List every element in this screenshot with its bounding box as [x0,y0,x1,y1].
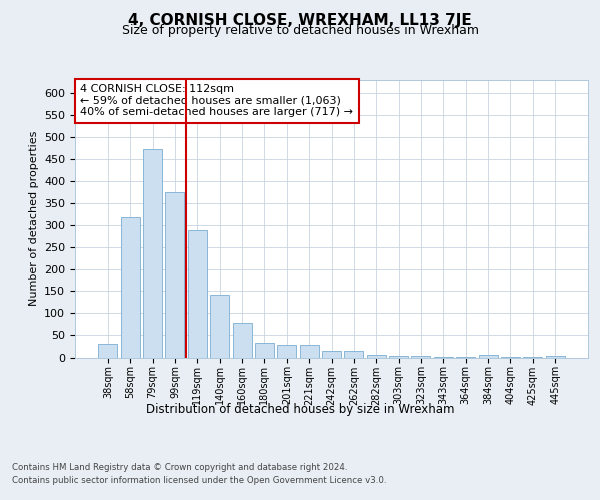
Bar [434,356,453,358]
Bar [210,294,229,358]
Bar [233,323,251,358]
Bar [188,230,207,358]
Bar [389,356,408,358]
Bar [98,344,118,358]
Text: Distribution of detached houses by size in Wrexham: Distribution of detached houses by size … [146,402,454,415]
Text: Contains public sector information licensed under the Open Government Licence v3: Contains public sector information licen… [12,476,386,485]
Text: Contains HM Land Registry data © Crown copyright and database right 2024.: Contains HM Land Registry data © Crown c… [12,462,347,471]
Bar [479,356,497,358]
Bar [255,343,274,357]
Y-axis label: Number of detached properties: Number of detached properties [29,131,38,306]
Bar [367,355,386,358]
Bar [277,344,296,358]
Bar [322,351,341,358]
Text: 4 CORNISH CLOSE: 112sqm
← 59% of detached houses are smaller (1,063)
40% of semi: 4 CORNISH CLOSE: 112sqm ← 59% of detache… [80,84,353,117]
Bar [412,356,430,358]
Bar [545,356,565,358]
Bar [166,192,184,358]
Bar [121,216,140,358]
Bar [456,356,475,358]
Bar [299,345,319,358]
Text: 4, CORNISH CLOSE, WREXHAM, LL13 7JE: 4, CORNISH CLOSE, WREXHAM, LL13 7JE [128,12,472,28]
Bar [344,352,364,358]
Bar [143,149,162,358]
Text: Size of property relative to detached houses in Wrexham: Size of property relative to detached ho… [121,24,479,37]
Bar [501,356,520,358]
